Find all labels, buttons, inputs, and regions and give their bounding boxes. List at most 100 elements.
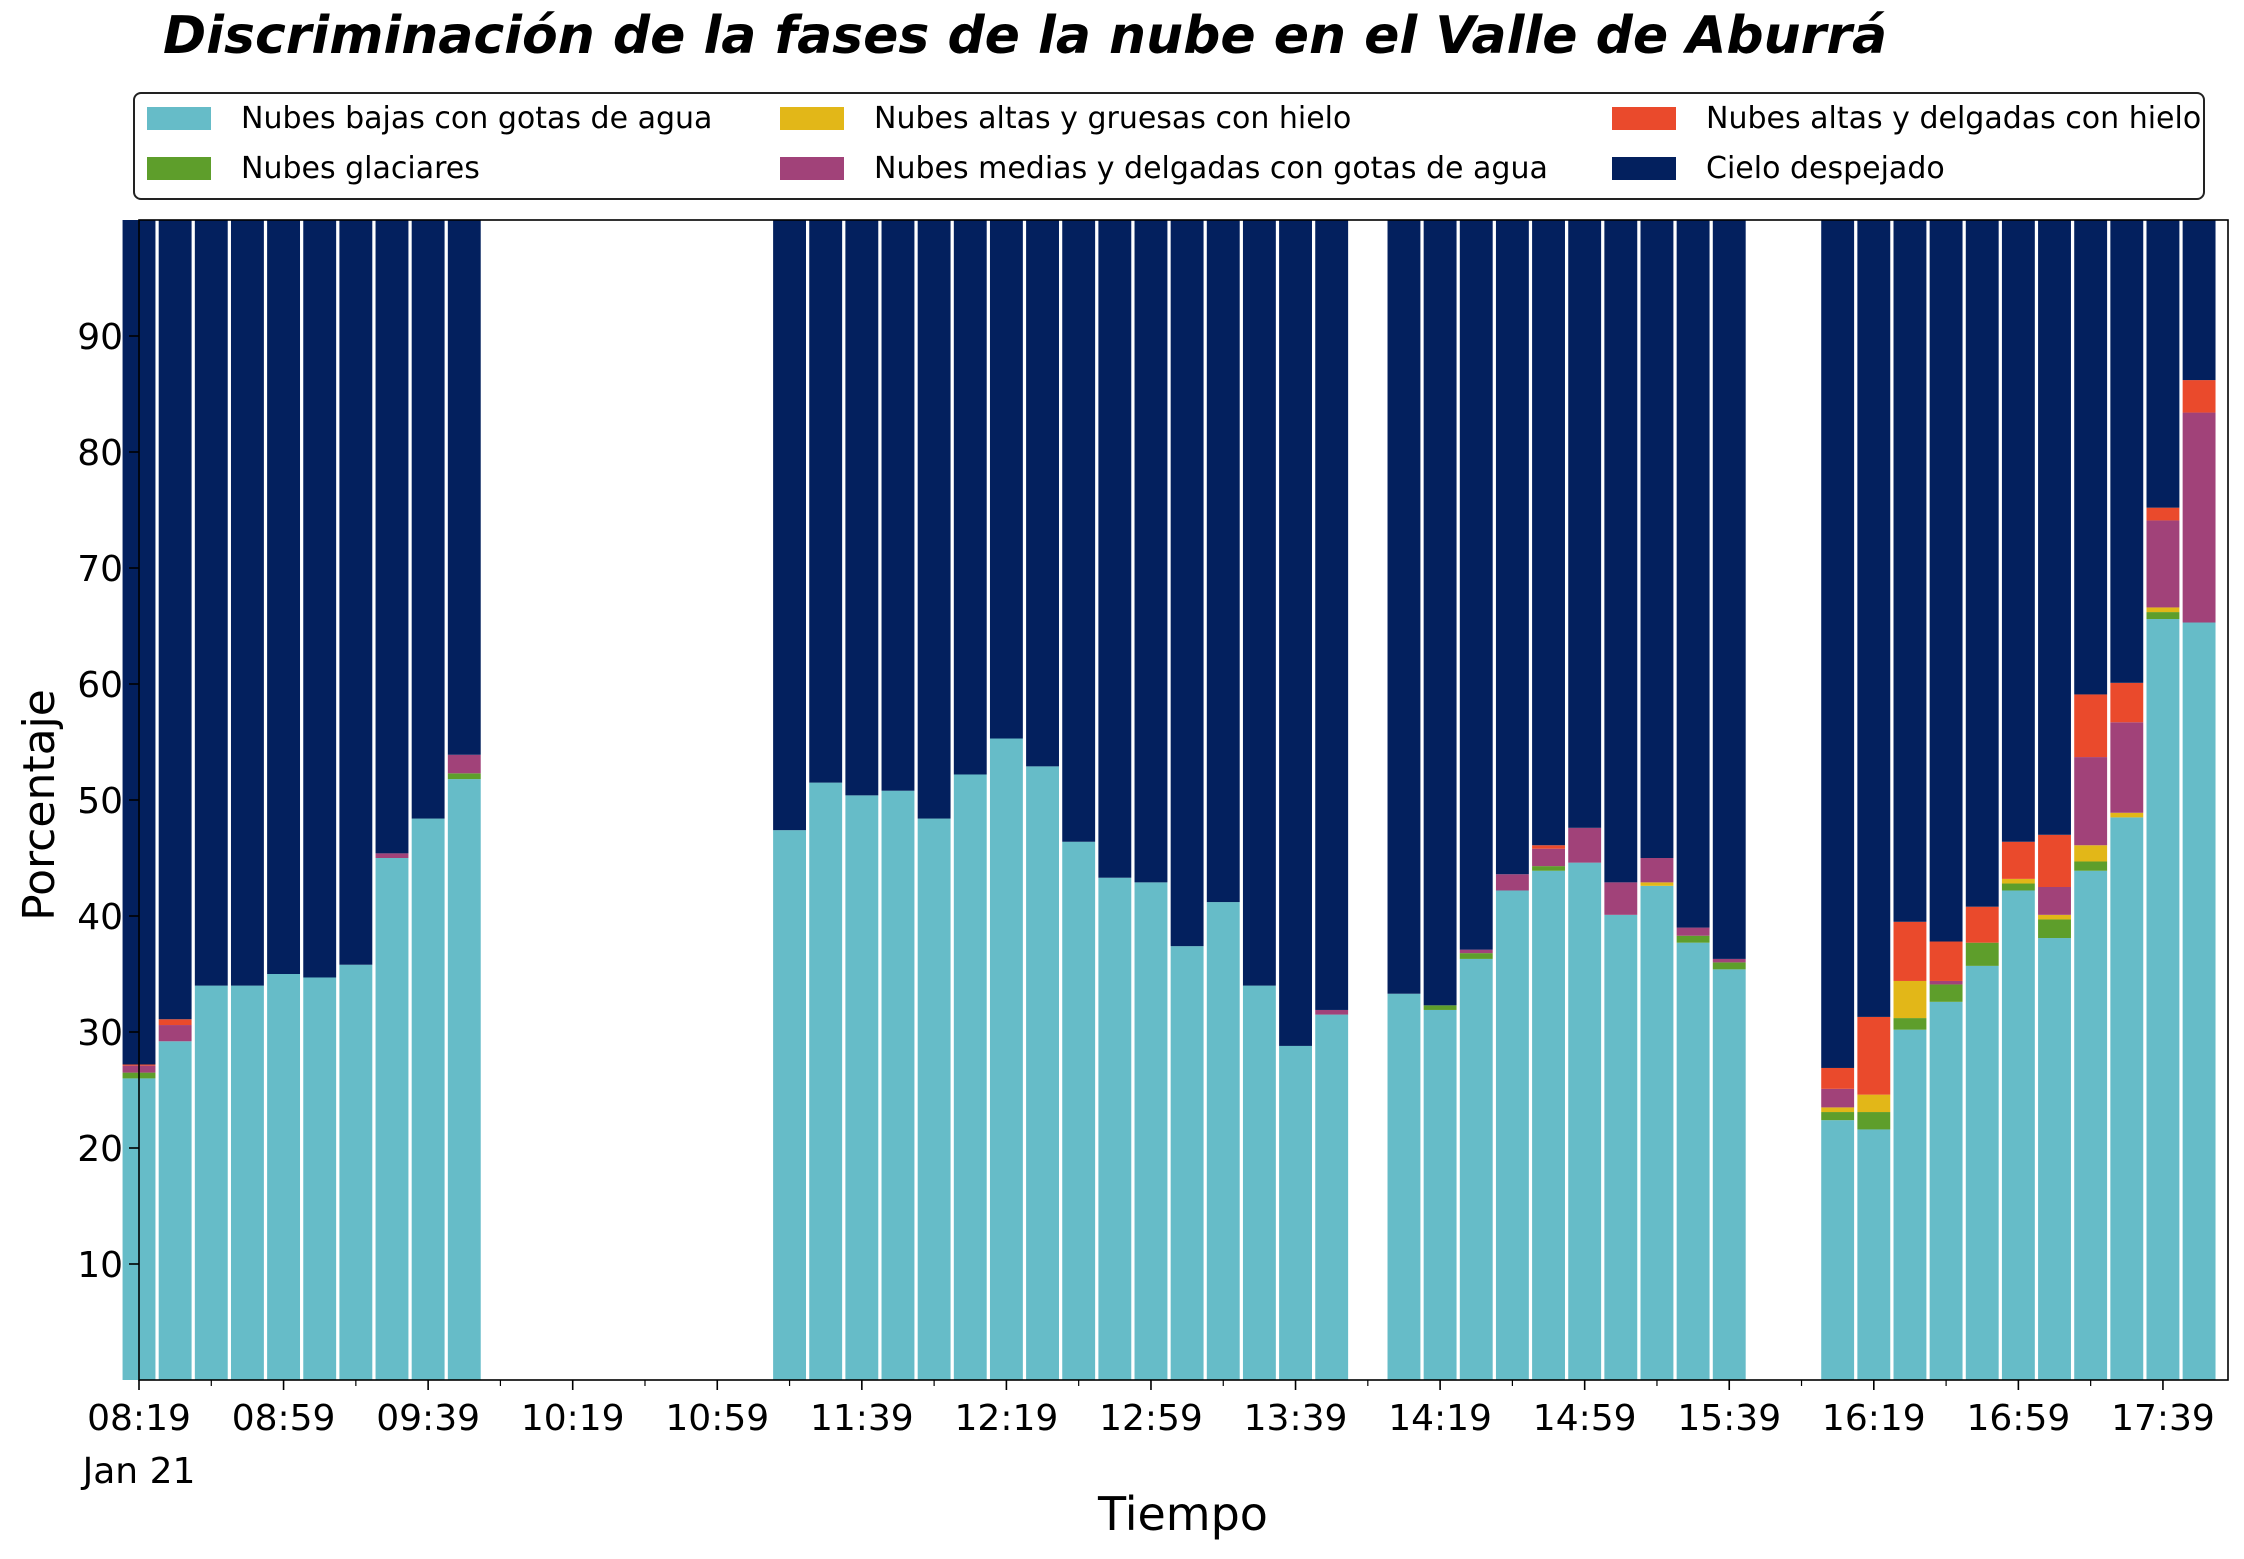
bar-segment (809, 220, 843, 783)
bar-stack (194, 220, 228, 1380)
x-tick-label: 08:19 (87, 1398, 191, 1439)
legend-item: Nubes glaciares (147, 148, 480, 188)
bar-segment (1495, 220, 1529, 875)
bar-segment (1315, 1009, 1349, 1015)
bar-stack (2038, 220, 2071, 1380)
x-tick-label: 15:39 (1677, 1398, 1781, 1439)
bar-segment (1423, 220, 1457, 1006)
bar-segment (1206, 902, 1240, 1380)
bar-stack (1206, 220, 1240, 1380)
bar-segment (1857, 1112, 1891, 1130)
bar-segment (2038, 220, 2071, 835)
bar-segment (1893, 220, 1927, 922)
bar-segment (1640, 858, 1674, 883)
bar-segment (2146, 607, 2180, 613)
bar-segment (447, 779, 481, 1380)
bar-stack (917, 220, 951, 1380)
bar-segment (2146, 220, 2180, 508)
bar-segment (2001, 883, 2035, 891)
y-tick-label: 60 (77, 665, 123, 706)
bar-segment (1568, 862, 1602, 1380)
legend-item: Cielo despejado (1612, 148, 1945, 188)
bar-segment (1242, 985, 1276, 1380)
legend-swatch (1612, 156, 1676, 180)
bar-stack (303, 220, 337, 1380)
bar-segment (1134, 882, 1168, 1380)
x-tick-label: 12:19 (955, 1398, 1059, 1439)
legend-swatch (780, 106, 844, 130)
y-tick-label: 30 (77, 1013, 123, 1054)
bar-segment (989, 220, 1023, 739)
bar-segment (1821, 1067, 1855, 1089)
legend-swatch (1612, 106, 1676, 130)
bar-stack (1423, 220, 1457, 1380)
bar-segment (2038, 914, 2071, 920)
bar-segment (2038, 938, 2071, 1380)
bar-stack (2146, 220, 2180, 1380)
bar-stack (375, 220, 409, 1380)
bar-segment (1098, 220, 1132, 878)
bar-stack (809, 220, 843, 1380)
bar-segment (447, 754, 481, 774)
bar-segment (411, 818, 445, 1380)
bar-stack (230, 220, 264, 1380)
bar-segment (158, 1025, 192, 1042)
bar-segment (1206, 220, 1240, 903)
bar-segment (2074, 220, 2108, 695)
bar-stack (2182, 220, 2216, 1380)
legend-label: Cielo despejado (1706, 150, 1945, 186)
bar-segment (230, 220, 264, 986)
bar-stack (339, 220, 373, 1380)
bar-segment (1532, 220, 1565, 846)
bar-segment (2146, 520, 2180, 608)
bar-segment (1459, 953, 1493, 959)
bar-stack (1965, 220, 1999, 1380)
bar-segment (1640, 882, 1674, 886)
bar-segment (1604, 882, 1638, 915)
bar-stack (953, 220, 987, 1380)
bar-segment (773, 220, 806, 831)
bar-segment (1929, 1001, 1963, 1380)
bar-segment (1821, 1120, 1855, 1380)
bar-segment (1423, 1009, 1457, 1380)
bar-segment (1676, 942, 1710, 1380)
bar-segment (1532, 870, 1565, 1380)
bar-segment (1134, 220, 1168, 883)
bar-segment (1857, 1016, 1891, 1095)
bar-segment (1532, 848, 1565, 867)
bar-stack (1640, 220, 1674, 1380)
bar-stack (1062, 220, 1096, 1380)
bar-segment (1170, 220, 1204, 947)
bar-segment (1532, 845, 1565, 849)
bar-segment (1676, 927, 1710, 936)
bar-segment (158, 220, 192, 1020)
bar-stack (447, 220, 481, 1380)
bar-segment (917, 818, 951, 1380)
bar-segment (1315, 1014, 1349, 1380)
x-tick-label: 10:19 (521, 1398, 625, 1439)
bar-stack (1387, 220, 1421, 1380)
y-tick-label: 20 (77, 1129, 123, 1170)
y-tick-label: 10 (77, 1245, 123, 1286)
bar-segment (447, 220, 481, 755)
bar-segment (881, 220, 915, 791)
bar-segment (1676, 935, 1710, 943)
bar-stack (1532, 220, 1565, 1380)
bar-segment (1423, 1005, 1457, 1010)
bar-segment (1712, 962, 1746, 970)
bar-segment (267, 974, 301, 1380)
bar-stack (411, 220, 445, 1380)
bar-segment (2001, 890, 2035, 1380)
bar-stack (2001, 220, 2035, 1380)
bar-segment (1821, 220, 1855, 1068)
bar-segment (953, 774, 987, 1380)
x-tick-label: 11:39 (810, 1398, 914, 1439)
bar-segment (1170, 946, 1204, 1380)
y-tick-label: 80 (77, 433, 123, 474)
bar-segment (303, 220, 337, 978)
bar-segment (1098, 877, 1132, 1380)
bar-segment (2038, 919, 2071, 939)
x-axis: 08:19 Jan 21 08:59 09:39 10:19 10:59 11:39 12:1… (81, 1380, 2215, 1492)
bar-segment (1640, 885, 1674, 1380)
bar-segment (953, 220, 987, 775)
